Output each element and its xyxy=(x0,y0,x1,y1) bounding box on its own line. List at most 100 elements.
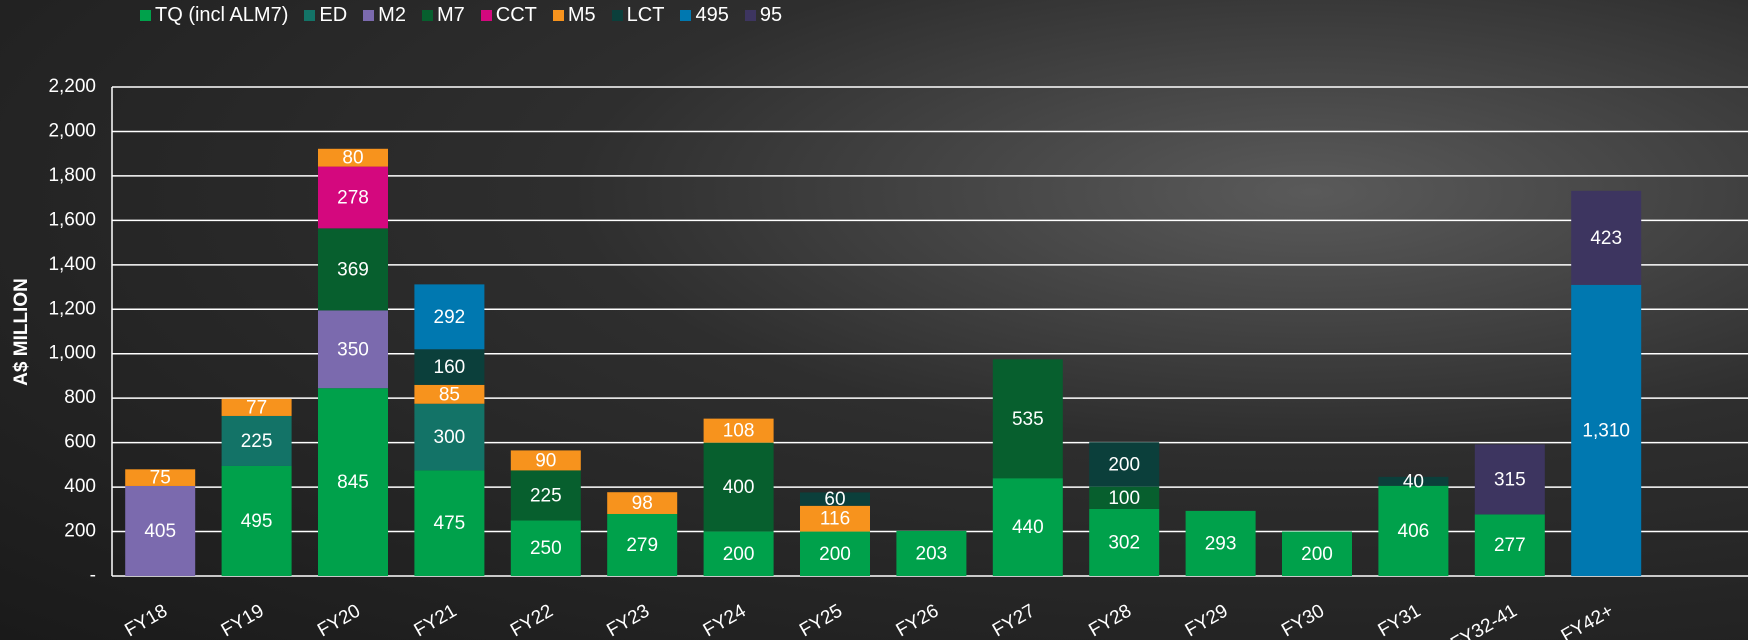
data-label: 495 xyxy=(241,511,273,532)
data-label: 200 xyxy=(1108,454,1140,475)
bar-segment xyxy=(318,310,388,389)
y-axis-label: A$ MILLION xyxy=(11,278,32,386)
bar-segment xyxy=(510,520,581,576)
bar-segment xyxy=(992,478,1063,576)
legend-item: M2 xyxy=(363,4,406,27)
x-tick-label: FY28 xyxy=(1085,600,1135,640)
bar-segment xyxy=(221,465,292,576)
bar-segment xyxy=(1089,442,1160,487)
bar-segment xyxy=(1474,514,1545,576)
legend-swatch xyxy=(421,10,433,21)
x-tick-label: FY29 xyxy=(1182,600,1232,640)
data-label: 277 xyxy=(1494,535,1526,556)
bar-segment xyxy=(414,349,485,385)
data-label: 1,310 xyxy=(1582,420,1630,441)
data-label: 302 xyxy=(1108,532,1140,553)
bar-segment xyxy=(510,470,581,521)
bar-segment xyxy=(703,418,774,443)
y-tick-label: 1,600 xyxy=(48,209,96,230)
legend-swatch xyxy=(140,10,151,21)
data-label: 423 xyxy=(1590,228,1622,249)
data-label: 405 xyxy=(144,521,176,542)
data-label: 40 xyxy=(1403,471,1424,492)
legend-label: ED xyxy=(319,4,348,26)
bar-segment xyxy=(1089,486,1160,509)
data-label: 160 xyxy=(434,357,466,378)
legend-item: TQ (incl ALM7) xyxy=(140,4,288,27)
x-tick-label: FY32-41 xyxy=(1447,600,1521,640)
x-tick-label: FY27 xyxy=(989,600,1039,640)
legend-label: CCT xyxy=(495,4,537,26)
bar-segment xyxy=(1185,510,1256,576)
data-label: 535 xyxy=(1012,409,1044,430)
bar-segment xyxy=(607,492,678,514)
bar-segment xyxy=(318,148,388,167)
x-tick-label: FY22 xyxy=(507,600,557,640)
y-tick-label: 1,000 xyxy=(48,343,96,364)
legend-label: LCT xyxy=(626,4,665,26)
x-tick-label: FY42+ xyxy=(1558,600,1617,640)
y-tick-label: - xyxy=(90,565,96,586)
legend-swatch xyxy=(744,10,756,21)
data-label: 475 xyxy=(434,513,466,534)
bar-segment xyxy=(1378,476,1449,486)
x-tick-label: FY18 xyxy=(121,600,171,640)
bar-segment xyxy=(1571,190,1642,285)
legend-swatch xyxy=(304,10,316,21)
data-label: 116 xyxy=(820,509,850,530)
bar-segment xyxy=(607,513,678,576)
legend-swatch xyxy=(363,10,375,21)
bar-segment xyxy=(800,531,870,576)
x-tick-label: FY30 xyxy=(1278,600,1328,640)
legend-label: M2 xyxy=(378,4,406,26)
legend-item: M7 xyxy=(421,4,465,27)
bar-segment xyxy=(703,531,774,576)
bar-segment xyxy=(125,485,196,576)
bar-segment xyxy=(1282,531,1352,576)
legend-item: M5 xyxy=(552,4,596,27)
legend-item: CCT xyxy=(480,4,537,27)
data-label: 203 xyxy=(916,543,948,564)
data-label: 80 xyxy=(342,148,363,169)
x-tick-label: FY24 xyxy=(700,600,750,640)
legend-item: 495 xyxy=(680,4,729,27)
legend-item: LCT xyxy=(611,4,665,27)
x-tick-label: FY21 xyxy=(411,600,461,640)
y-tick-label: 1,800 xyxy=(48,165,96,186)
data-label: 406 xyxy=(1398,521,1430,542)
y-tick-label: 800 xyxy=(64,387,96,408)
bar-segment xyxy=(992,359,1063,479)
bar-segment xyxy=(510,450,581,471)
bar-segment xyxy=(1571,284,1642,576)
data-label: 845 xyxy=(337,472,369,493)
data-label: 100 xyxy=(1108,488,1140,509)
legend-swatch xyxy=(680,10,692,21)
bar-segment xyxy=(318,388,388,576)
x-tick-label: FY26 xyxy=(893,600,943,640)
x-tick-label: FY31 xyxy=(1375,600,1425,640)
data-label: 369 xyxy=(337,259,369,280)
data-label: 315 xyxy=(1494,469,1526,490)
legend-item: ED xyxy=(304,4,347,27)
x-tick-label: FY25 xyxy=(796,600,846,640)
data-label: 225 xyxy=(530,485,562,506)
legend: TQ (incl ALM7) ED M2 M7 CCT M5 LCT 495 95 xyxy=(140,4,782,27)
bar-segment xyxy=(1474,444,1545,515)
data-label: 440 xyxy=(1012,517,1044,538)
bar-segment xyxy=(414,284,485,350)
bar-segment xyxy=(703,442,774,532)
data-label: 108 xyxy=(723,421,755,442)
y-tick-label: 2,200 xyxy=(48,76,96,97)
data-label: 400 xyxy=(723,477,755,498)
bar-segment xyxy=(1089,508,1160,576)
data-label: 279 xyxy=(626,535,658,556)
legend-swatch xyxy=(611,10,623,21)
bar-segment xyxy=(414,403,485,471)
legend-label: M7 xyxy=(436,4,465,26)
bar-segment xyxy=(414,470,485,576)
bar-segment xyxy=(414,384,485,404)
data-label: 250 xyxy=(530,538,562,559)
bar-segment xyxy=(800,505,870,532)
